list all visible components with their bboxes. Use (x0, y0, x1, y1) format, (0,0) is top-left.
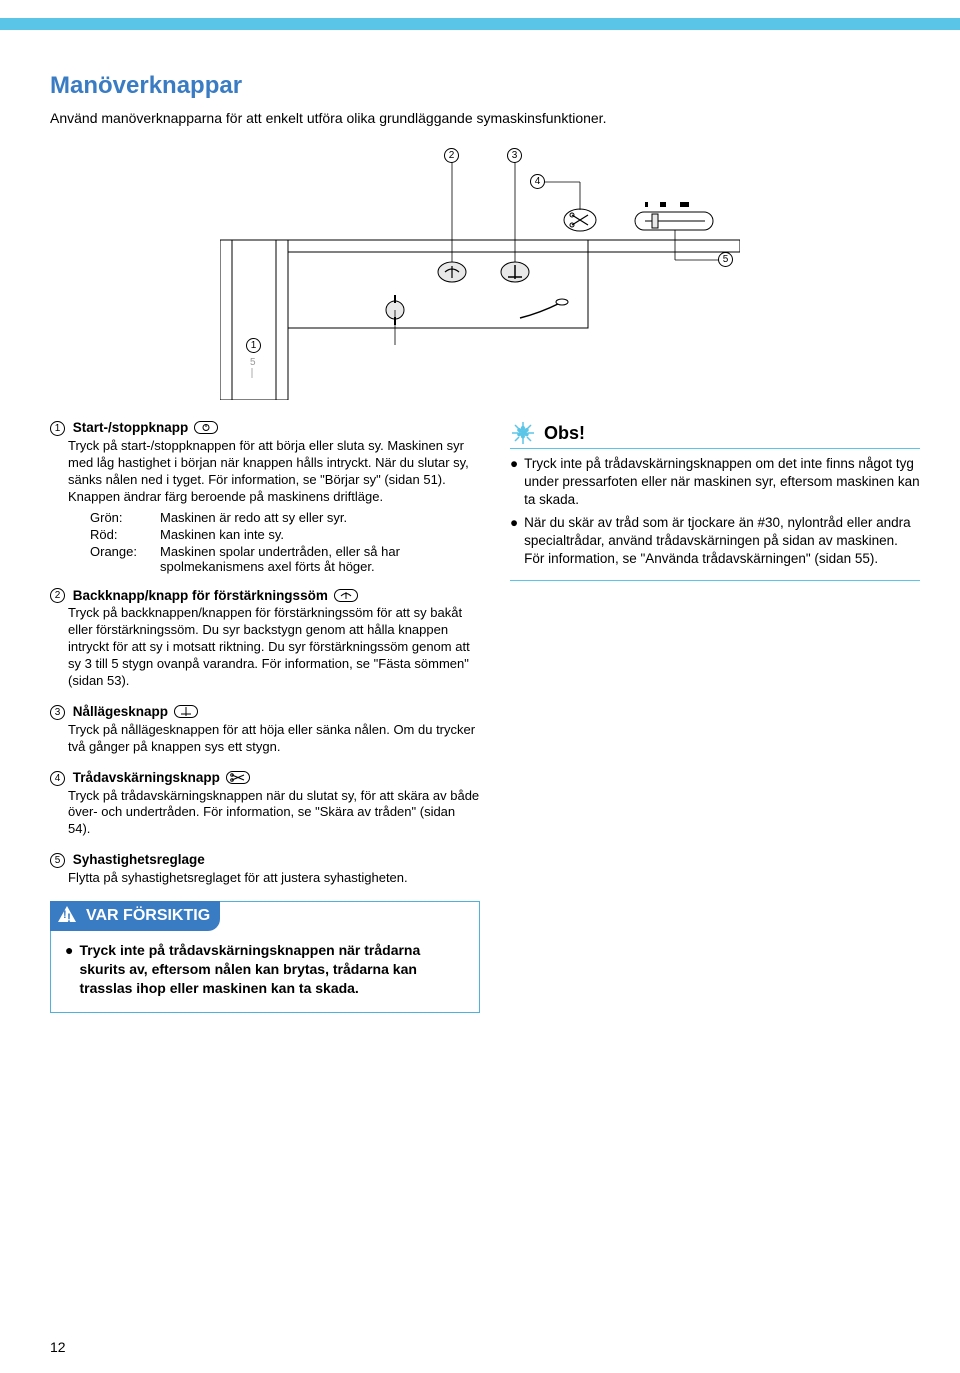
item-title-3: Nållägesknapp (73, 704, 168, 719)
obs-icon: ✽ (510, 420, 536, 446)
item-1: 1 Start-/stoppknapp Tryck på start-/stop… (50, 420, 480, 574)
obs-title: Obs! (544, 423, 585, 444)
item-5: 5 Syhastighetsreglage Flytta på syhastig… (50, 852, 480, 887)
caution-heading-text: VAR FÖRSIKTIG (86, 907, 210, 924)
diagram-label-3: 3 (507, 148, 522, 163)
right-column: ✽ Obs! Tryck inte på trådavskärningsknap… (510, 420, 920, 1013)
item-body-3: Tryck på nållägesknappen för att höja el… (68, 722, 480, 756)
needle-position-icon (174, 705, 198, 718)
start-stop-icon (194, 421, 218, 434)
color-red-desc: Maskinen kan inte sy. (160, 527, 450, 542)
color-orange-label: Orange: (90, 544, 160, 574)
color-orange-desc: Maskinen spolar undertråden, eller så ha… (160, 544, 450, 574)
caution-box: ! VAR FÖRSIKTIG Tryck inte på trådavskär… (50, 901, 480, 1013)
header-band (0, 18, 920, 30)
item-4: 4 Trådavskärningsknapp Tryck på trådavsk… (50, 770, 480, 839)
item-num-4: 4 (50, 771, 65, 786)
item-body-5: Flytta på syhastighetsreglaget för att j… (68, 870, 480, 887)
obs-bullet-2: När du skär av tråd som är tjockare än #… (524, 514, 920, 569)
item-title-4: Trådavskärningsknapp (73, 770, 220, 785)
item-num-5: 5 (50, 853, 65, 868)
diagram-label-1: 1 (246, 338, 261, 353)
svg-text:✽: ✽ (516, 425, 529, 442)
obs-bullet-1: Tryck inte på trådavskärningsknappen om … (524, 455, 920, 510)
item-title-5: Syhastighetsreglage (73, 852, 205, 867)
item-3: 3 Nållägesknapp Tryck på nållägesknappen… (50, 704, 480, 756)
obs-body: Tryck inte på trådavskärningsknappen om … (510, 455, 920, 581)
item-title-2: Backknapp/knapp för förstärkningssöm (73, 588, 328, 603)
caution-heading: ! VAR FÖRSIKTIG (50, 901, 220, 931)
page-intro: Använd manöverknapparna för att enkelt u… (50, 110, 606, 126)
diagram-label-4: 4 (530, 174, 545, 189)
thread-cut-icon (226, 771, 250, 784)
page-number: 12 (50, 1339, 66, 1355)
item-num-2: 2 (50, 588, 65, 603)
page-title: Manöverknappar (50, 72, 242, 100)
diagram-label-5: 5 (718, 252, 733, 267)
obs-header: ✽ Obs! (510, 420, 920, 449)
control-diagram: 5 1 2 3 4 5 (220, 150, 740, 400)
item-num-3: 3 (50, 705, 65, 720)
color-red-label: Röd: (90, 527, 160, 542)
svg-text:5: 5 (250, 357, 256, 368)
diagram-label-2: 2 (444, 148, 459, 163)
left-column: 1 Start-/stoppknapp Tryck på start-/stop… (50, 420, 480, 1013)
item-2: 2 Backknapp/knapp för förstärkningssöm T… (50, 588, 480, 690)
reverse-icon (334, 589, 358, 602)
item-body-1: Tryck på start-/stoppknappen för att bör… (68, 438, 480, 506)
item-title-1: Start-/stoppknapp (73, 420, 189, 435)
item-num-1: 1 (50, 421, 65, 436)
color-table: Grön:Maskinen är redo att sy eller syr. … (90, 510, 480, 574)
color-green-label: Grön: (90, 510, 160, 525)
color-green-desc: Maskinen är redo att sy eller syr. (160, 510, 450, 525)
caution-text: Tryck inte på trådavskärningsknappen när… (79, 941, 465, 998)
item-body-4: Tryck på trådavskärningsknappen när du s… (68, 788, 480, 839)
header-tab (900, 18, 960, 54)
item-body-2: Tryck på backknappen/knappen för förstär… (68, 605, 480, 689)
